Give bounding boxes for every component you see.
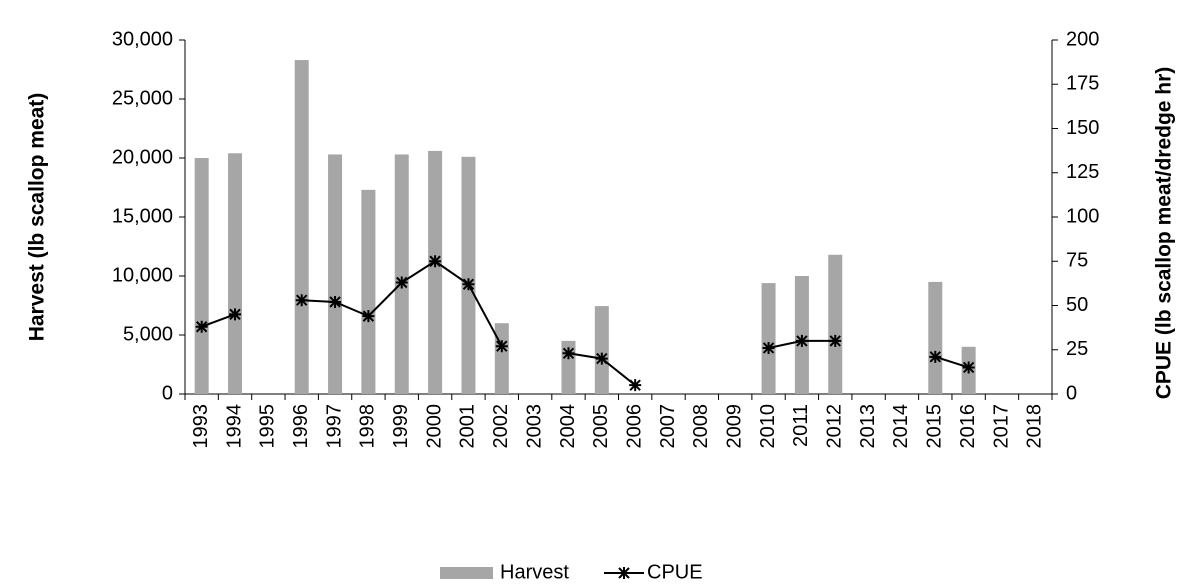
x-tick-label: 2010 (757, 404, 779, 449)
y-tick-label: 25,000 (112, 87, 173, 109)
x-tick-label: 2017 (990, 404, 1012, 449)
marker (429, 255, 442, 268)
marker (462, 278, 475, 291)
marker (929, 350, 942, 363)
x-tick-label: 2016 (957, 404, 979, 449)
bar (494, 323, 509, 394)
y-tick-label: 15,000 (112, 205, 173, 227)
y-axis-title: Harvest (lb scallop meat) (26, 93, 49, 342)
x-tick-label: 1993 (190, 404, 212, 449)
bar (294, 60, 309, 395)
x-tick-label: 2002 (490, 404, 512, 449)
x-tick-label: 1995 (257, 404, 279, 449)
marker (362, 310, 375, 323)
x-tick-label: 2012 (824, 404, 846, 449)
x-tick-label: 2008 (690, 404, 712, 449)
bar (594, 306, 609, 394)
x-tick-label: 2009 (723, 404, 745, 449)
x-tick-label: 2013 (857, 404, 879, 449)
x-tick-label: 2015 (924, 404, 946, 449)
legend-swatch (440, 567, 493, 579)
x-tick-label: 2003 (523, 404, 545, 449)
x-tick-label: 2000 (423, 404, 445, 449)
bar (361, 189, 376, 394)
y2-tick-label: 100 (1066, 205, 1099, 227)
y2-tick-label: 0 (1066, 382, 1077, 404)
y2-tick-label: 25 (1066, 338, 1088, 360)
bar (228, 153, 243, 394)
marker (562, 347, 575, 360)
x-tick-label: 2006 (623, 404, 645, 449)
x-tick-label: 2018 (1024, 404, 1046, 449)
marker (762, 341, 775, 354)
bar (428, 150, 443, 394)
bar (928, 281, 943, 394)
marker (829, 334, 842, 347)
x-tick-label: 1996 (290, 404, 312, 449)
y-tick-label: 0 (162, 382, 173, 404)
x-tick-label: 1998 (357, 404, 379, 449)
marker (962, 361, 975, 374)
y2-tick-label: 150 (1066, 117, 1099, 139)
marker (629, 379, 642, 392)
line (201, 260, 969, 386)
y-tick-label: 5,000 (123, 323, 173, 345)
y-tick-label: 10,000 (112, 264, 173, 286)
bar (828, 254, 843, 394)
y-tick-label: 20,000 (112, 146, 173, 168)
y2-axis-title: CPUE (lb scallop meat/dredge hr) (1153, 67, 1176, 400)
y2-tick-label: 50 (1066, 294, 1088, 316)
legend-marker (618, 567, 630, 579)
bar (461, 156, 476, 394)
marker (595, 352, 608, 365)
x-tick-label: 2004 (557, 404, 579, 449)
bar (194, 158, 209, 394)
legend-label: Harvest (500, 561, 569, 583)
y2-tick-label: 75 (1066, 250, 1088, 272)
x-tick-label: 2005 (590, 404, 612, 449)
y2-tick-label: 125 (1066, 161, 1099, 183)
bar (328, 154, 343, 394)
bar (394, 154, 409, 394)
marker (495, 340, 508, 353)
y2-tick-label: 200 (1066, 28, 1099, 50)
bar (761, 283, 776, 394)
marker (329, 295, 342, 308)
y-tick-label: 30,000 (112, 28, 173, 50)
x-tick-label: 2007 (657, 404, 679, 449)
marker (195, 320, 208, 333)
x-tick-label: 1994 (223, 404, 245, 449)
x-tick-label: 1997 (323, 404, 345, 449)
x-tick-label: 2014 (890, 404, 912, 449)
marker (395, 276, 408, 289)
marker (795, 334, 808, 347)
marker (295, 294, 308, 307)
legend-label: CPUE (647, 561, 703, 583)
x-tick-label: 2011 (790, 404, 812, 447)
x-tick-label: 2001 (457, 404, 479, 449)
y2-tick-label: 175 (1066, 73, 1099, 95)
marker (229, 308, 242, 321)
x-tick-label: 1999 (390, 404, 412, 449)
